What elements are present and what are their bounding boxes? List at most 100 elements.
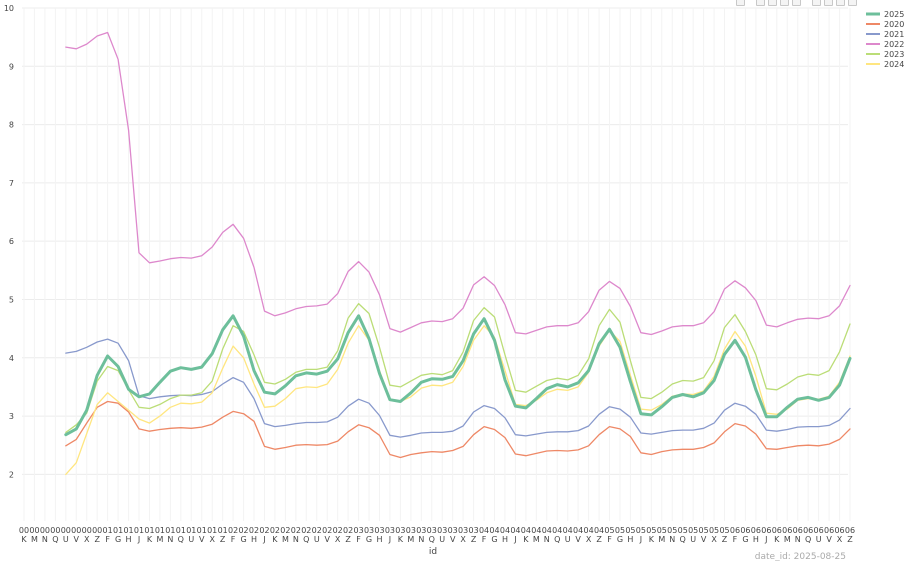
y-tick-label: 9 — [9, 62, 14, 71]
x-tick-label-top: 03 — [448, 526, 458, 535]
x-tick-label-top: 06 — [782, 526, 792, 535]
x-tick-label-top: 01 — [103, 526, 113, 535]
x-tick-label-bottom: V — [450, 535, 456, 544]
autoscale-icon[interactable] — [836, 0, 845, 6]
x-tick-label-bottom: Q — [805, 535, 811, 544]
x-tick-label-top: 01 — [123, 526, 133, 535]
x-axis-title: id — [429, 547, 437, 557]
camera-icon[interactable] — [736, 0, 745, 6]
y-tick-label: 10 — [4, 4, 14, 13]
x-tick-label-top: 02 — [238, 526, 248, 535]
x-tick-label-top: 04 — [531, 526, 541, 535]
y-tick-label: 7 — [9, 179, 14, 188]
x-tick-label-bottom: U — [690, 535, 696, 544]
series-line-2023 — [65, 302, 851, 434]
x-tick-label-bottom: Q — [303, 535, 309, 544]
box-select-icon[interactable] — [780, 0, 789, 6]
x-tick-label-bottom: H — [753, 535, 759, 544]
x-tick-label-bottom: K — [774, 535, 780, 544]
x-tick-label-top: 00 — [92, 526, 102, 535]
x-tick-label-bottom: U — [565, 535, 571, 544]
x-tick-label-bottom: J — [137, 535, 140, 544]
x-tick-label-bottom: M — [282, 535, 289, 544]
x-tick-label-bottom: G — [240, 535, 246, 544]
x-tick-label-top: 05 — [678, 526, 688, 535]
x-tick-label-bottom: Q — [178, 535, 184, 544]
x-tick-label-bottom: Z — [596, 535, 602, 544]
x-tick-label-top: 03 — [406, 526, 416, 535]
x-tick-label-top: 03 — [353, 526, 363, 535]
reset-axes-icon[interactable] — [848, 0, 857, 6]
lasso-select-icon[interactable] — [792, 0, 801, 6]
y-tick-label: 4 — [9, 354, 14, 363]
x-tick-label-bottom: U — [816, 535, 822, 544]
x-tick-label-top: 05 — [699, 526, 709, 535]
x-tick-label-top: 01 — [197, 526, 207, 535]
x-tick-label-bottom: K — [523, 535, 529, 544]
x-tick-label-top: 03 — [469, 526, 479, 535]
x-tick-label-top: 01 — [134, 526, 144, 535]
pan-icon[interactable] — [768, 0, 777, 6]
x-tick-label-top: 00 — [61, 526, 71, 535]
x-tick-label-bottom: J — [388, 535, 391, 544]
x-tick-label-top: 06 — [730, 526, 740, 535]
x-tick-label-top: 05 — [604, 526, 614, 535]
x-tick-label-top: 06 — [814, 526, 824, 535]
x-tick-label-top: 02 — [322, 526, 332, 535]
x-tick-label-bottom: X — [335, 535, 341, 544]
x-tick-label-bottom: Z — [345, 535, 351, 544]
x-tick-label-bottom: H — [126, 535, 132, 544]
x-tick-label-bottom: X — [837, 535, 843, 544]
x-tick-label-top: 06 — [772, 526, 782, 535]
x-tick-label-bottom: K — [272, 535, 278, 544]
x-tick-label-top: 04 — [542, 526, 552, 535]
x-tick-label-bottom: M — [156, 535, 163, 544]
x-tick-label-bottom: X — [209, 535, 215, 544]
x-tick-label-bottom: N — [293, 535, 299, 544]
x-tick-label-top: 02 — [228, 526, 238, 535]
zoom-icon[interactable] — [756, 0, 765, 6]
x-tick-label-top: 02 — [333, 526, 343, 535]
x-tick-label-bottom: H — [251, 535, 257, 544]
x-tick-label-bottom: J — [639, 535, 642, 544]
legend-label-2025: 2025 — [884, 10, 904, 19]
x-tick-label-top: 02 — [291, 526, 301, 535]
x-tick-label-bottom: H — [627, 535, 633, 544]
zoom-out-icon[interactable] — [824, 0, 833, 6]
x-tick-label-top: 01 — [113, 526, 123, 535]
x-tick-label-top: 04 — [573, 526, 583, 535]
x-tick-label-top: 02 — [343, 526, 353, 535]
x-tick-label-top: 06 — [803, 526, 813, 535]
x-tick-label-top: 01 — [165, 526, 175, 535]
series-line-2022 — [65, 31, 851, 336]
x-tick-label-bottom: K — [147, 535, 153, 544]
x-tick-label-bottom: G — [366, 535, 372, 544]
x-tick-label-bottom: V — [199, 535, 205, 544]
x-tick-label-bottom: F — [733, 535, 738, 544]
x-tick-label-bottom: N — [795, 535, 801, 544]
x-tick-label-top: 05 — [719, 526, 729, 535]
zoom-in-icon[interactable] — [812, 0, 821, 6]
x-tick-label-bottom: X — [711, 535, 717, 544]
date-id-label: date_id: 2025-08-25 — [755, 552, 846, 561]
grid-lines — [22, 7, 851, 521]
x-tick-label-bottom: F — [105, 535, 110, 544]
x-tick-label-bottom: M — [407, 535, 414, 544]
x-tick-label-top: 02 — [312, 526, 322, 535]
x-tick-label-bottom: J — [764, 535, 767, 544]
x-tick-label-top: 04 — [594, 526, 604, 535]
x-tick-label-bottom: G — [115, 535, 121, 544]
x-tick-label-top: 00 — [19, 526, 29, 535]
x-tick-label-top: 06 — [793, 526, 803, 535]
series-line-2021 — [65, 338, 851, 438]
x-tick-label-bottom: Q — [680, 535, 686, 544]
x-tick-label-bottom: F — [482, 535, 487, 544]
x-tick-label-top: 03 — [458, 526, 468, 535]
x-tick-label-top: 06 — [761, 526, 771, 535]
x-tick-label-top: 03 — [395, 526, 405, 535]
x-tick-label-bottom: M — [31, 535, 38, 544]
x-tick-label-top: 01 — [176, 526, 186, 535]
x-tick-label-top: 05 — [688, 526, 698, 535]
x-tick-label-bottom: Z — [94, 535, 100, 544]
